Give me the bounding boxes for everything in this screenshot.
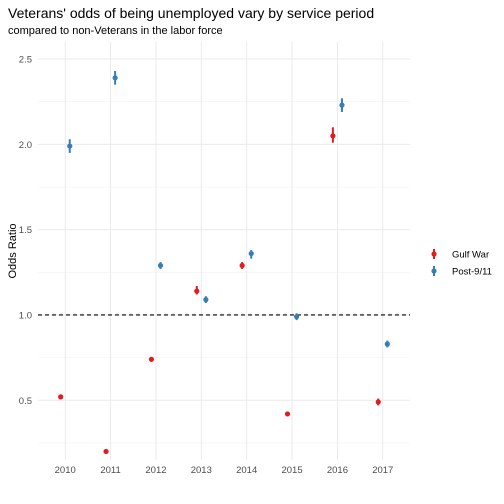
data-point: [248, 250, 254, 257]
data-point: [148, 356, 155, 362]
data-point: [284, 411, 291, 417]
x-tick-label: 2016: [327, 465, 348, 476]
legend: Gulf War Post-9/11: [431, 249, 492, 278]
x-tick-label: 2013: [191, 465, 212, 476]
data-point: [103, 448, 109, 455]
legend-key-point: [431, 268, 437, 274]
y-tick-label: 2.5: [19, 55, 32, 66]
data-point: [375, 399, 381, 405]
data-point: [112, 75, 118, 81]
data-point: [330, 133, 336, 139]
grid: [38, 42, 410, 460]
x-tick-label: 2017: [372, 465, 393, 476]
y-tick-label: 1.5: [19, 225, 32, 236]
y-tick-label: 2.0: [19, 140, 32, 151]
x-tick-label: 2014: [236, 465, 257, 476]
chart-title: Veterans' odds of being unemployed vary …: [8, 5, 374, 21]
x-tick-label: 2010: [55, 465, 76, 476]
data-point: [67, 143, 73, 149]
x-tick-label: 2012: [145, 465, 166, 476]
y-tick-label: 1.0: [19, 310, 32, 321]
x-tick-label: 2011: [100, 465, 120, 476]
chart-subtitle: compared to non-Veterans in the labor fo…: [8, 25, 223, 37]
y-axis-title: Odds Ratio: [7, 223, 19, 278]
data-point: [157, 262, 164, 269]
legend-key-point: [431, 251, 437, 257]
data-point: [339, 102, 345, 108]
data-marks: [58, 71, 390, 455]
legend-label: Post-9/11: [452, 267, 492, 278]
data-point: [384, 341, 390, 347]
x-axis-ticks: 2010 2011 2012 2013 2014 2015 2016 2017: [55, 465, 394, 476]
data-point: [293, 314, 300, 320]
data-point: [203, 297, 209, 303]
data-point: [58, 394, 64, 400]
legend-label: Gulf War: [452, 250, 489, 261]
data-point: [239, 262, 245, 269]
data-point: [194, 288, 200, 294]
y-tick-label: 0.5: [19, 396, 32, 407]
y-axis-ticks: 0.5 1.0 1.5 2.0 2.5: [19, 55, 32, 407]
x-tick-label: 2015: [281, 465, 302, 476]
